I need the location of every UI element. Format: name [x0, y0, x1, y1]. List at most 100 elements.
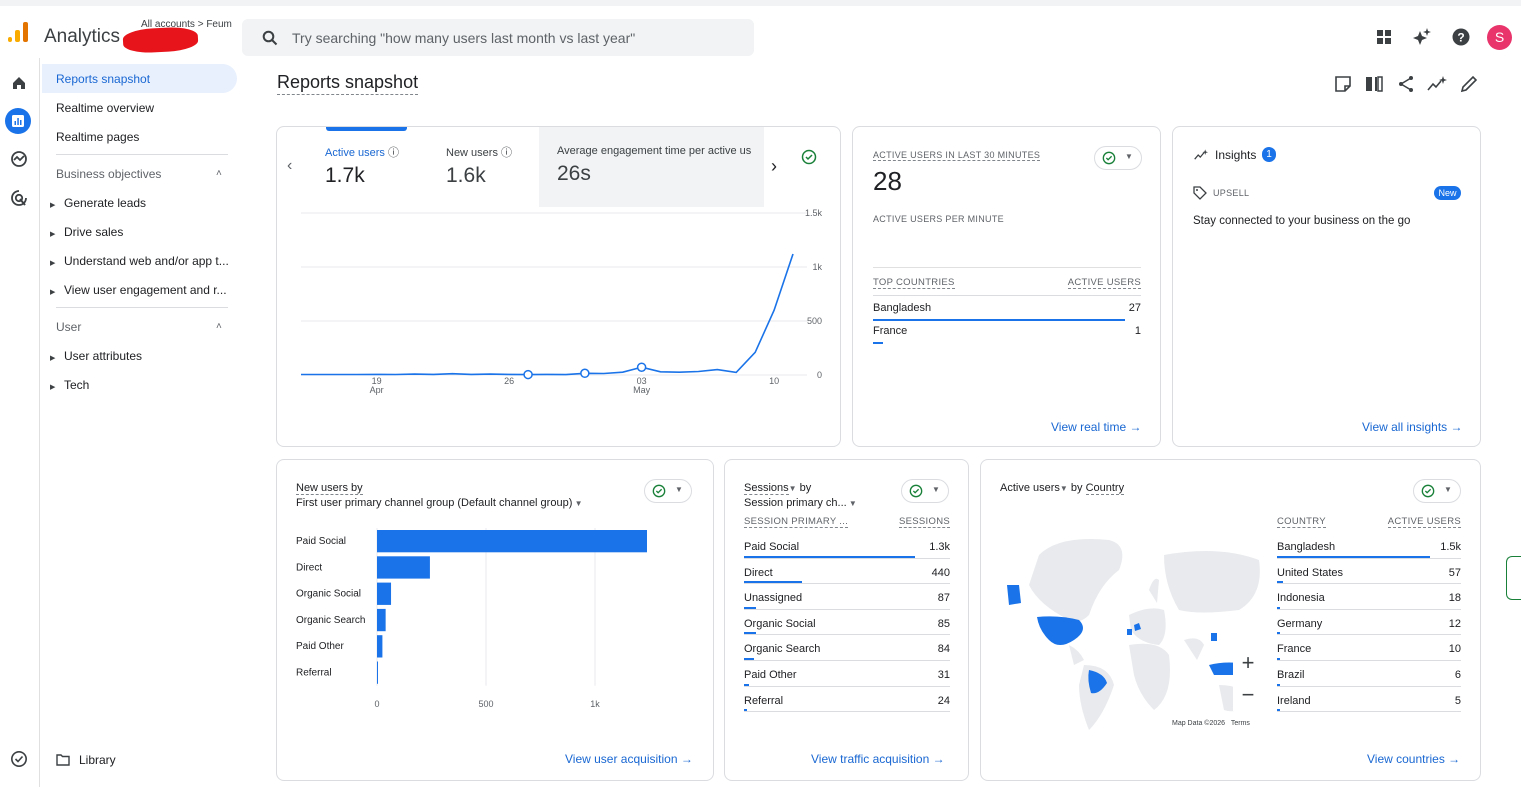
dimension-selector[interactable]: Session primary ch... ▼: [744, 497, 857, 509]
row-label: Organic Search: [744, 643, 821, 656]
account-breadcrumb[interactable]: All accounts > Feum: [141, 19, 232, 30]
table-row[interactable]: Organic Social 85: [744, 618, 950, 630]
divider: [1277, 711, 1461, 713]
sidebar-item-realtime-pages[interactable]: Realtime pages: [56, 130, 140, 144]
apps-grid-icon[interactable]: [1374, 27, 1394, 47]
card-title[interactable]: Active users▼ by Country: [1000, 482, 1125, 495]
row-label: Bangladesh: [1277, 541, 1336, 553]
view-traffic-acquisition-link[interactable]: View traffic acquisition →: [811, 752, 945, 766]
metric-label: Average engagement time per active us: [557, 145, 752, 157]
reports-icon[interactable]: [5, 108, 31, 134]
sidebar-item-understand-traffic[interactable]: ▶ Understand web and/or app t...: [50, 254, 229, 268]
column-header: ACTIVE USERS: [1067, 277, 1141, 289]
compare-icon[interactable]: [1364, 74, 1384, 94]
table-row[interactable]: Germany 12: [1277, 618, 1461, 630]
table-row[interactable]: United States 57: [1277, 567, 1461, 579]
table-row[interactable]: Paid Other 31: [744, 669, 950, 681]
check-circle-icon: [909, 484, 923, 498]
value-bar: [744, 658, 755, 660]
x-tick-label: Apr: [370, 385, 384, 395]
sidebar-item-library[interactable]: Library: [56, 753, 116, 767]
table-row[interactable]: France 1: [873, 325, 1141, 337]
search-input[interactable]: [292, 19, 732, 56]
tab-engagement-time[interactable]: Average engagement time per active us 26…: [539, 127, 764, 207]
sidebar-item-view-engagement[interactable]: ▶ View user engagement and r...: [50, 283, 227, 297]
row-label: France: [1277, 643, 1312, 656]
share-icon[interactable]: [1396, 74, 1416, 94]
value-bar: [744, 632, 756, 635]
insights-title: Insights: [1215, 148, 1257, 162]
divider: [744, 583, 950, 585]
chevron-up-icon[interactable]: ˄: [216, 168, 222, 179]
tab-new-users[interactable]: New users ⓘ 1.6k: [446, 144, 512, 188]
table-row[interactable]: Paid Social 1.3k: [744, 541, 950, 553]
country-value: 1: [1134, 325, 1141, 337]
edit-icon[interactable]: [1459, 74, 1479, 94]
divider: [744, 557, 950, 559]
sessions-table: SESSION PRIMARY ... SESSIONS Paid Social…: [744, 516, 950, 726]
sidebar-item-generate-leads[interactable]: ▶ Generate leads: [50, 196, 147, 210]
status-chip[interactable]: ▼: [1094, 146, 1142, 170]
account-avatar[interactable]: S: [1487, 25, 1512, 50]
help-icon[interactable]: ?: [1451, 27, 1471, 47]
metric-label: New users: [446, 147, 498, 159]
view-all-insights-link[interactable]: View all insights →: [1362, 420, 1463, 434]
sidebar-item-tech[interactable]: ▶ Tech: [50, 378, 90, 392]
row-label: Germany: [1277, 617, 1323, 630]
chevron-up-icon[interactable]: ˄: [216, 321, 222, 332]
sessions-card: Sessions▼ by Session primary ch... ▼ ▼ S…: [724, 459, 969, 781]
world-map[interactable]: [999, 525, 1269, 735]
zoom-out-button[interactable]: −: [1233, 681, 1263, 711]
check-circle-icon[interactable]: [801, 149, 817, 165]
sidebar-item-user-attributes[interactable]: ▶ User attributes: [50, 349, 143, 363]
explore-icon[interactable]: [8, 148, 30, 170]
table-row[interactable]: Brazil 6: [1277, 669, 1461, 681]
table-row[interactable]: Ireland 5: [1277, 695, 1461, 707]
table-row[interactable]: Indonesia 18: [1277, 592, 1461, 604]
sidebar-item-realtime-overview[interactable]: Realtime overview: [56, 101, 155, 115]
search-bar[interactable]: [242, 19, 754, 56]
map-terms-link[interactable]: Terms: [1230, 720, 1250, 727]
chevron-right-icon[interactable]: ›: [771, 156, 777, 176]
insight-text[interactable]: Stay connected to your business on the g…: [1193, 215, 1411, 227]
view-user-acquisition-link[interactable]: View user acquisition →: [565, 752, 693, 766]
section-business-objectives[interactable]: Business objectives: [56, 167, 162, 181]
analytics-logo-icon[interactable]: [7, 20, 29, 44]
status-chip[interactable]: ▼: [644, 479, 692, 503]
admin-check-icon[interactable]: [8, 748, 30, 770]
card-title[interactable]: New users by: [296, 482, 363, 495]
table-row[interactable]: Bangladesh 27: [873, 302, 1141, 314]
table-row[interactable]: Referral 24: [744, 695, 950, 707]
status-chip[interactable]: ▼: [1413, 479, 1461, 503]
dimension-selector[interactable]: First user primary channel group (Defaul…: [296, 497, 583, 509]
insights-icon[interactable]: [1427, 74, 1447, 94]
divider: [56, 154, 228, 155]
value-bar: [744, 683, 750, 686]
table-row[interactable]: Bangladesh 1.5k: [1277, 541, 1461, 553]
category-label: Organic Social: [296, 589, 361, 600]
sidebar-item-drive-sales[interactable]: ▶ Drive sales: [50, 225, 124, 239]
note-icon[interactable]: [1333, 74, 1353, 94]
zoom-in-button[interactable]: +: [1233, 649, 1263, 679]
chevron-left-icon[interactable]: ‹: [287, 157, 293, 174]
view-countries-link[interactable]: View countries →: [1367, 752, 1461, 766]
caret-right-icon: ▶: [50, 202, 56, 209]
feedback-widget-icon[interactable]: [1506, 556, 1521, 600]
sparkle-icon[interactable]: [1412, 27, 1432, 47]
card-title[interactable]: Sessions▼ by: [744, 482, 812, 495]
table-row[interactable]: Organic Search 84: [744, 643, 950, 655]
sidebar-item-reports-snapshot[interactable]: Reports snapshot: [42, 64, 237, 93]
table-row[interactable]: Unassigned 87: [744, 592, 950, 604]
section-user[interactable]: User: [56, 320, 82, 334]
table-row[interactable]: Direct 440: [744, 567, 950, 579]
home-icon[interactable]: [8, 72, 30, 94]
advertising-icon[interactable]: [8, 187, 30, 209]
row-value: 10: [1448, 643, 1461, 656]
status-chip[interactable]: ▼: [901, 479, 949, 503]
tab-active-users[interactable]: Active users ⓘ 1.7k: [325, 144, 399, 188]
caret-right-icon: ▶: [50, 384, 56, 391]
view-realtime-link[interactable]: View real time →: [1051, 420, 1142, 434]
table-row[interactable]: France 10: [1277, 643, 1461, 655]
column-header: COUNTRY: [1277, 516, 1326, 528]
x-tick-label: 1k: [590, 699, 600, 709]
